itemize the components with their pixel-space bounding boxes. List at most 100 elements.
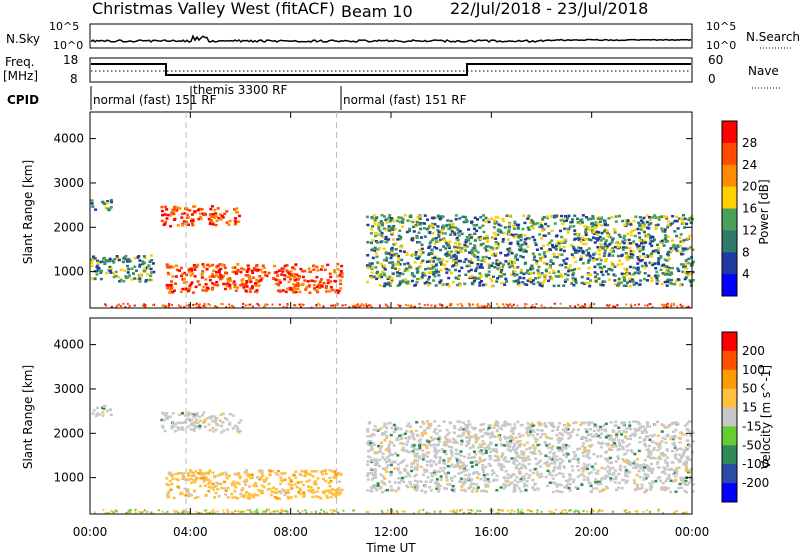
echo-cell (516, 226, 520, 229)
y-tick-label: 2000 (53, 220, 84, 234)
echo-cell (448, 223, 452, 227)
echo-cell (596, 480, 600, 484)
echo-cell (487, 249, 491, 253)
echo-cell (311, 475, 315, 478)
echo-cell (182, 281, 186, 284)
echo-cell (243, 471, 247, 474)
echo-cell (665, 215, 669, 219)
echo-cell (632, 266, 636, 269)
echo-cell (202, 411, 206, 414)
echo-cell (161, 304, 164, 307)
echo-cell (491, 431, 494, 434)
echo-cell (552, 425, 556, 429)
echo-cell (168, 479, 172, 483)
echo-cell (479, 430, 483, 433)
echo-cell (507, 263, 511, 267)
echo-cell (665, 477, 669, 480)
echo-cell (142, 304, 145, 307)
echo-cell (406, 269, 410, 272)
echo-cell (248, 485, 252, 488)
echo-cell (326, 290, 330, 293)
echo-cell (620, 253, 624, 257)
echo-cell (607, 305, 610, 308)
echo-cell (592, 259, 596, 262)
echo-cell (380, 214, 384, 217)
echo-cell (377, 247, 381, 250)
echo-cell (315, 265, 319, 269)
echo-cell (507, 232, 511, 236)
echo-cell (91, 259, 95, 262)
echo-cell (449, 510, 452, 513)
echo-cell (613, 442, 617, 445)
echo-cell (520, 423, 524, 427)
echo-cell (639, 228, 643, 231)
echo-cell (330, 304, 333, 307)
echo-cell (390, 233, 394, 236)
echo-cell (245, 469, 249, 472)
echo-cell (535, 462, 539, 466)
echo-cell (225, 306, 228, 309)
echo-cell (626, 281, 629, 284)
echo-cell (237, 473, 241, 477)
echo-cell (505, 303, 508, 306)
echo-cell (418, 441, 422, 445)
echo-cell (445, 440, 449, 443)
echo-cell (448, 457, 452, 460)
echo-cell (193, 275, 197, 278)
echo-cell (454, 276, 458, 279)
echo-cell (517, 467, 521, 471)
echo-cell (174, 275, 178, 278)
echo-cell (246, 264, 250, 267)
echo-cell (504, 254, 507, 257)
echo-cell (518, 435, 522, 438)
echo-cell (413, 458, 417, 462)
echo-cell (557, 441, 561, 444)
echo-cell (591, 217, 595, 220)
echo-cell (225, 221, 229, 224)
echo-cell (429, 436, 433, 439)
echo-cell (481, 256, 485, 259)
echo-cell (187, 472, 191, 476)
echo-cell (218, 473, 222, 476)
echo-cell (590, 421, 594, 424)
echo-cell (414, 429, 418, 433)
echo-cell (188, 270, 192, 274)
echo-cell (401, 279, 405, 282)
echo-cell (476, 258, 480, 262)
echo-cell (312, 268, 316, 271)
echo-cell (292, 473, 296, 477)
echo-cell (134, 512, 137, 515)
echo-cell (604, 436, 608, 439)
echo-cell (632, 462, 636, 465)
echo-cell (630, 450, 634, 454)
echo-cell (553, 462, 557, 465)
echo-cell (470, 249, 474, 252)
echo-cell (598, 256, 602, 260)
echo-cell (546, 446, 550, 449)
echo-cell (635, 243, 639, 246)
echo-cell (274, 282, 278, 286)
echo-cell (541, 244, 545, 248)
echo-cell (644, 466, 648, 469)
echo-cell (190, 494, 193, 497)
echo-cell (295, 273, 299, 277)
echo-cell (434, 268, 438, 271)
echo-cell (207, 482, 211, 485)
echo-cell (371, 473, 375, 477)
echo-cell (381, 221, 384, 225)
echo-cell (208, 469, 212, 472)
echo-cell (478, 456, 482, 460)
echo-cell (584, 281, 588, 284)
echo-cell (454, 241, 458, 245)
echo-cell (106, 259, 110, 263)
echo-cell (468, 260, 472, 264)
echo-cell (599, 258, 603, 262)
echo-cell (266, 488, 270, 491)
echo-cell (479, 274, 483, 277)
echo-cell (220, 275, 224, 278)
echo-cell (123, 269, 127, 272)
echo-cell (494, 241, 498, 244)
echo-cell (301, 275, 305, 279)
echo-cell (582, 467, 586, 471)
echo-cell (197, 472, 201, 475)
